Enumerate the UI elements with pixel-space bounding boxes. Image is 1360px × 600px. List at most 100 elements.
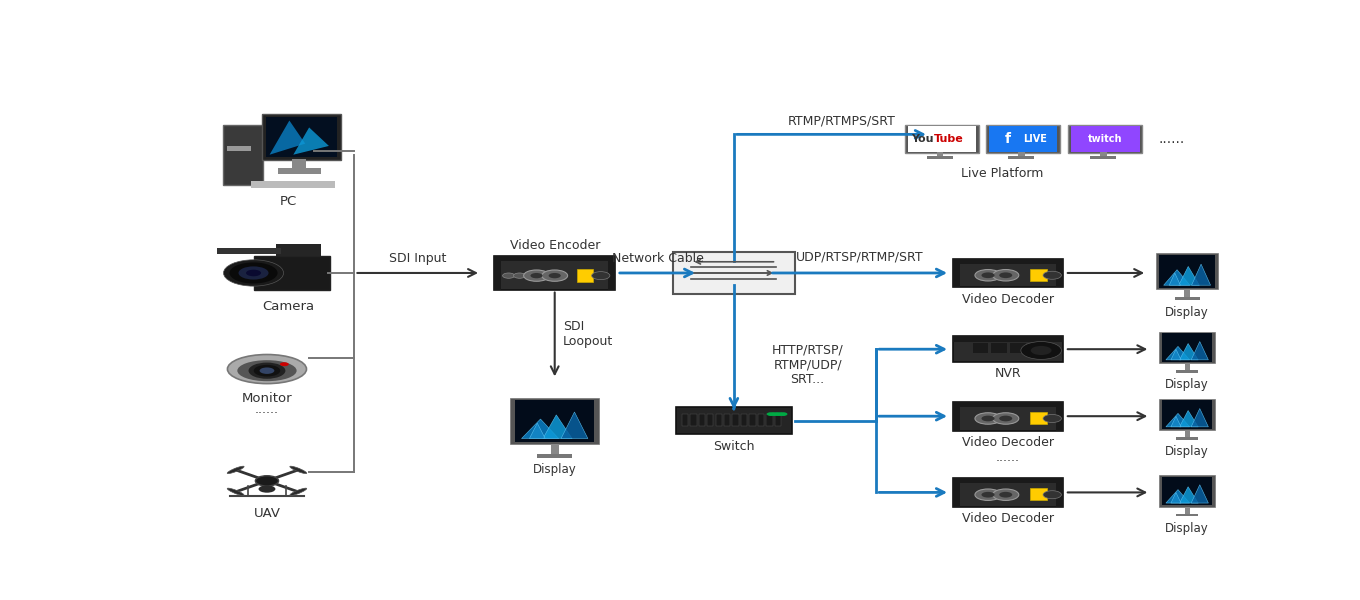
Bar	[1030, 269, 1047, 281]
Bar	[1161, 477, 1212, 505]
Polygon shape	[1179, 410, 1198, 427]
Bar	[1017, 152, 1024, 157]
Polygon shape	[1164, 270, 1190, 285]
Text: Network Cable: Network Cable	[612, 251, 703, 265]
Polygon shape	[1191, 341, 1208, 360]
Bar	[1161, 400, 1212, 429]
Bar	[577, 269, 593, 281]
Text: PC: PC	[279, 196, 296, 208]
Bar	[952, 402, 1064, 407]
Polygon shape	[529, 423, 545, 439]
Bar	[1176, 514, 1198, 516]
Text: Video Decoder: Video Decoder	[962, 293, 1054, 306]
Bar	[952, 478, 1064, 483]
Bar	[1176, 370, 1198, 373]
Text: Display: Display	[1166, 306, 1209, 319]
FancyBboxPatch shape	[952, 259, 1064, 287]
Bar	[1159, 255, 1214, 288]
Polygon shape	[1179, 487, 1198, 503]
Circle shape	[548, 273, 560, 278]
Polygon shape	[1166, 346, 1190, 360]
Bar	[227, 146, 252, 151]
Bar	[699, 414, 704, 426]
Bar	[265, 117, 337, 157]
Bar	[724, 414, 730, 426]
Text: Video Decoder
......: Video Decoder ......	[962, 436, 1054, 464]
Text: You: You	[911, 134, 934, 144]
Text: Live Platform: Live Platform	[962, 167, 1044, 180]
Bar	[937, 152, 944, 157]
Text: RTMP/RTMPS/SRT: RTMP/RTMPS/SRT	[787, 115, 896, 127]
Bar	[1091, 156, 1117, 159]
Bar	[952, 402, 960, 431]
Bar	[707, 414, 714, 426]
Text: SDI Input: SDI Input	[389, 251, 446, 265]
Bar	[494, 256, 502, 290]
Bar	[1176, 437, 1198, 440]
Text: Camera: Camera	[262, 301, 314, 313]
Bar	[986, 125, 1061, 154]
Circle shape	[592, 272, 609, 280]
Bar	[673, 251, 794, 294]
Text: Monitor: Monitor	[242, 392, 292, 405]
Circle shape	[982, 492, 994, 497]
Bar	[952, 259, 960, 287]
Bar	[989, 126, 1058, 152]
Circle shape	[1043, 491, 1061, 499]
Circle shape	[246, 269, 261, 276]
Text: UAV: UAV	[253, 507, 280, 520]
Text: HTTP/RTSP/
RTMP/UDP/
SRT...: HTTP/RTSP/ RTMP/UDP/ SRT...	[771, 343, 843, 386]
Text: ......: ......	[1159, 132, 1185, 146]
Circle shape	[767, 412, 775, 416]
Bar	[537, 454, 573, 458]
Bar	[715, 414, 722, 426]
Text: ......: ......	[254, 403, 279, 416]
Text: Video Encoder: Video Encoder	[510, 239, 600, 252]
Text: Display: Display	[1166, 445, 1209, 458]
Bar	[733, 414, 738, 426]
Bar	[1072, 126, 1140, 152]
Polygon shape	[1170, 273, 1180, 285]
Circle shape	[254, 365, 280, 377]
Bar	[277, 167, 321, 173]
Polygon shape	[1166, 413, 1190, 427]
Text: NVR: NVR	[994, 367, 1021, 380]
Text: Display: Display	[1166, 522, 1209, 535]
Circle shape	[258, 485, 275, 493]
Text: Switch: Switch	[713, 440, 755, 453]
Circle shape	[1000, 272, 1012, 278]
Polygon shape	[1171, 349, 1180, 360]
Ellipse shape	[227, 355, 306, 383]
Text: Tube: Tube	[934, 134, 964, 144]
Bar	[758, 414, 764, 426]
Bar	[223, 125, 262, 185]
Circle shape	[1043, 415, 1061, 422]
Bar	[1010, 343, 1025, 353]
Bar	[1175, 297, 1200, 300]
Ellipse shape	[238, 360, 296, 381]
Text: LIVE: LIVE	[1024, 134, 1047, 144]
Polygon shape	[294, 127, 329, 155]
Polygon shape	[1159, 255, 1214, 288]
Bar	[1159, 332, 1216, 364]
Bar	[1185, 289, 1190, 297]
Polygon shape	[1191, 485, 1208, 503]
Bar	[253, 256, 329, 290]
Circle shape	[1000, 492, 1012, 497]
Text: twitch: twitch	[1088, 134, 1122, 144]
Ellipse shape	[227, 466, 245, 473]
FancyBboxPatch shape	[952, 337, 1064, 362]
Text: f: f	[1005, 132, 1010, 146]
Bar	[775, 414, 781, 426]
Circle shape	[775, 412, 783, 416]
Circle shape	[993, 413, 1019, 424]
Polygon shape	[1171, 493, 1180, 503]
FancyBboxPatch shape	[952, 478, 1064, 507]
Bar	[676, 407, 792, 434]
Circle shape	[524, 270, 549, 281]
Circle shape	[975, 413, 1001, 424]
Bar	[292, 159, 306, 168]
Bar	[1030, 488, 1047, 500]
Bar	[908, 126, 976, 152]
Bar	[991, 343, 1006, 353]
